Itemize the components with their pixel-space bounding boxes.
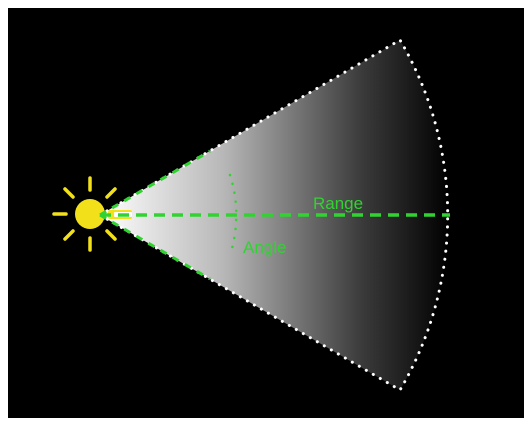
light-cone	[100, 40, 448, 390]
angle-arc	[228, 173, 238, 257]
angle-label: Angle	[243, 238, 286, 257]
range-label: Range	[313, 194, 363, 213]
light-cone-outline	[97, 37, 450, 393]
